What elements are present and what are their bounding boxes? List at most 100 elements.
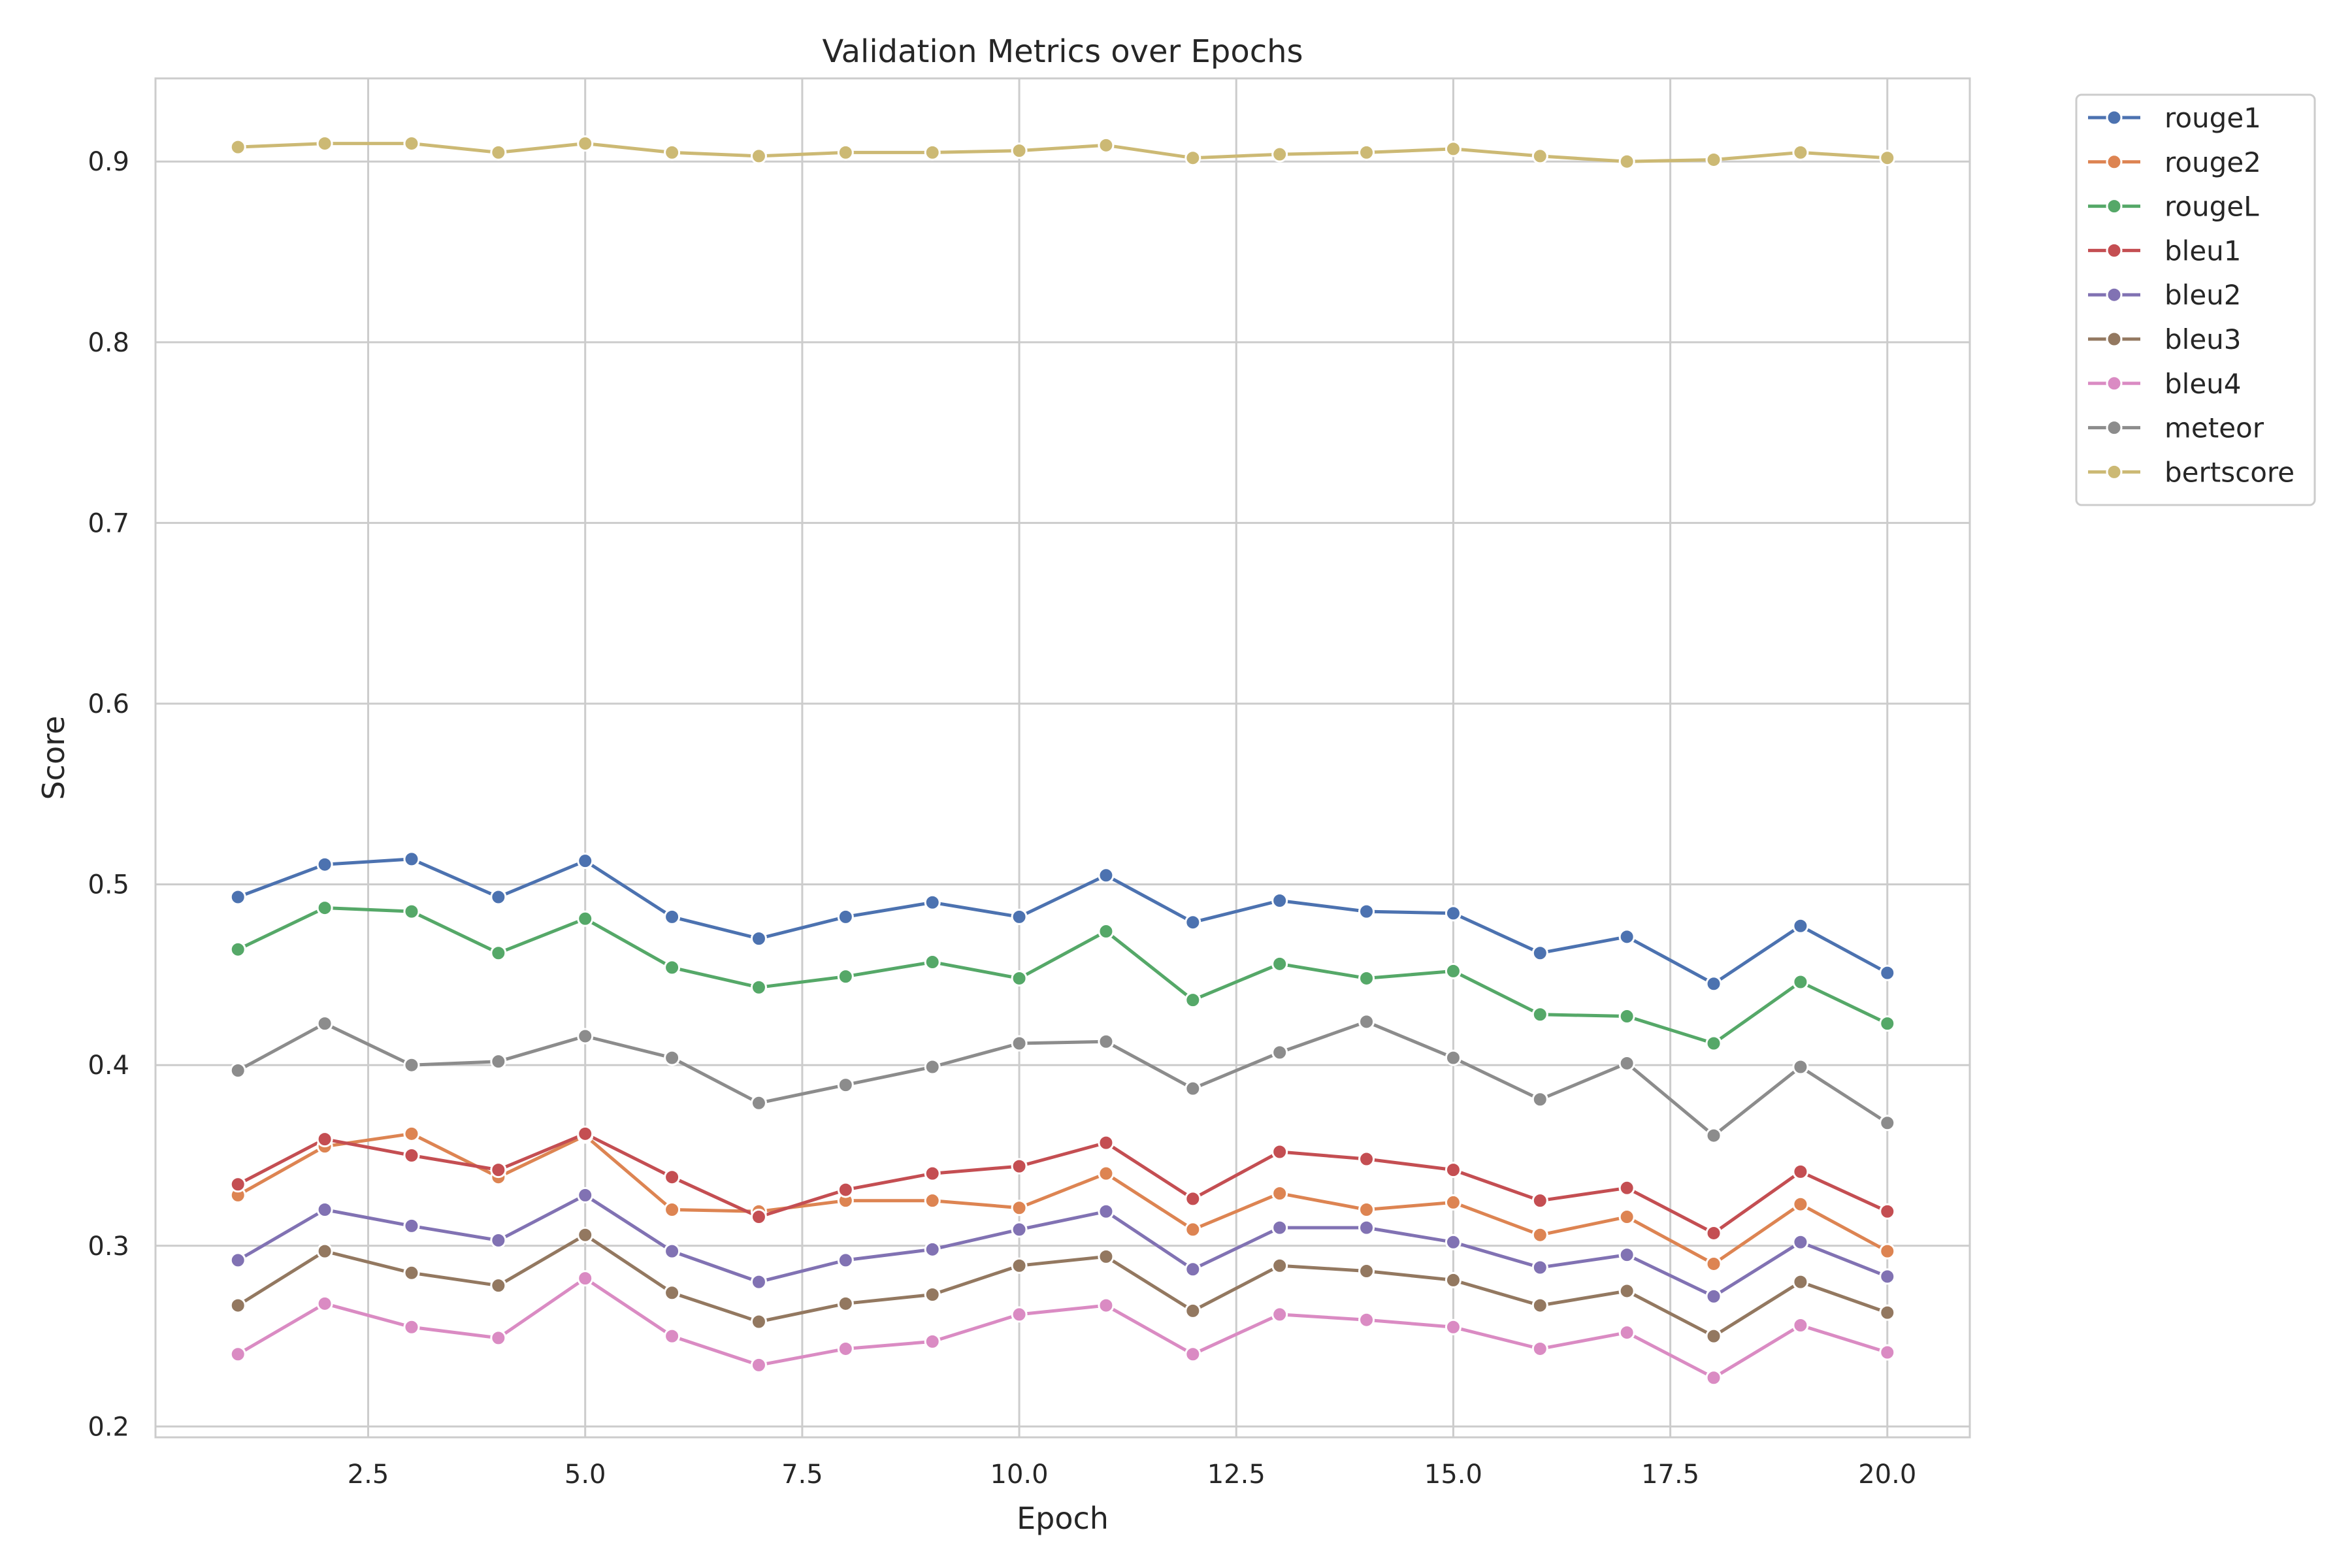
x-tick-label: 20.0 <box>1858 1460 1916 1490</box>
data-point-rougeL <box>924 954 941 971</box>
legend-label: bleu1 <box>2164 235 2242 267</box>
data-point-meteor <box>837 1077 854 1094</box>
data-point-rouge2 <box>1271 1185 1288 1202</box>
data-point-bleu2 <box>1271 1219 1288 1236</box>
data-point-rouge2 <box>1098 1165 1115 1182</box>
data-point-bleu4 <box>229 1346 246 1363</box>
data-point-bertscore <box>1271 146 1288 163</box>
data-point-rougeL <box>1184 992 1201 1009</box>
data-point-meteor <box>229 1062 246 1079</box>
data-point-bertscore <box>1098 137 1115 154</box>
data-point-bleu2 <box>750 1273 767 1290</box>
legend-item-bleu4: bleu4 <box>2088 368 2242 400</box>
legend-box <box>2075 93 2316 506</box>
data-point-bleu3 <box>1358 1263 1375 1280</box>
data-point-rouge1 <box>1792 917 1809 934</box>
data-point-bleu1 <box>1531 1192 1548 1209</box>
data-point-meteor <box>490 1053 507 1070</box>
data-point-bleu4 <box>1184 1346 1201 1363</box>
data-point-rouge1 <box>1011 908 1028 925</box>
data-point-bleu3 <box>837 1295 854 1312</box>
data-point-bertscore <box>1011 142 1028 159</box>
series-line-bleu2 <box>236 1193 1889 1298</box>
data-point-rouge2 <box>1011 1200 1028 1217</box>
data-point-meteor <box>1445 1049 1462 1066</box>
data-point-bleu3 <box>403 1264 420 1281</box>
data-point-bleu3 <box>1792 1273 1809 1290</box>
data-point-bleu2 <box>577 1186 594 1203</box>
data-point-meteor <box>316 1015 333 1032</box>
data-point-rougeL <box>1445 962 1462 979</box>
legend-label: rouge2 <box>2164 146 2261 178</box>
data-point-bleu2 <box>837 1252 854 1269</box>
legend-swatch-marker <box>2106 198 2123 215</box>
data-point-rouge1 <box>1879 964 1896 981</box>
data-point-bleu4 <box>1011 1306 1028 1323</box>
data-point-bleu3 <box>1098 1248 1115 1265</box>
legend-label: bertscore <box>2164 456 2295 488</box>
data-point-bleu1 <box>490 1162 507 1179</box>
data-point-bleu2 <box>1531 1259 1548 1276</box>
data-point-rougeL <box>1271 955 1288 972</box>
data-point-rougeL <box>1098 923 1115 940</box>
data-point-rouge1 <box>837 908 854 925</box>
data-point-bertscore <box>1358 144 1375 161</box>
data-point-bleu1 <box>924 1165 941 1182</box>
data-point-bleu1 <box>403 1147 420 1164</box>
data-point-bertscore <box>229 139 246 155</box>
data-point-bleu3 <box>1445 1271 1462 1288</box>
data-point-bleu4 <box>664 1328 681 1345</box>
data-point-bleu2 <box>1879 1268 1896 1285</box>
legend-label: meteor <box>2164 412 2264 444</box>
data-point-bertscore <box>1879 150 1896 167</box>
data-point-bleu3 <box>664 1284 681 1301</box>
data-point-rouge2 <box>664 1201 681 1218</box>
data-point-bleu2 <box>1011 1221 1028 1238</box>
data-point-bleu2 <box>1184 1261 1201 1278</box>
x-tick-label: 15.0 <box>1424 1460 1482 1490</box>
data-point-rouge2 <box>1184 1221 1201 1238</box>
data-point-rougeL <box>1618 1008 1635 1025</box>
data-point-rouge2 <box>1879 1243 1896 1260</box>
data-point-bleu1 <box>664 1169 681 1186</box>
x-tick-label: 5.0 <box>564 1460 606 1490</box>
data-point-rouge1 <box>316 856 333 873</box>
data-point-bertscore <box>1531 148 1548 165</box>
data-point-bleu4 <box>1531 1340 1548 1357</box>
data-point-rougeL <box>837 968 854 985</box>
legend-swatch-marker <box>2106 242 2123 259</box>
data-point-bleu2 <box>1618 1247 1635 1264</box>
data-point-rougeL <box>664 959 681 976</box>
data-point-rouge1 <box>1705 975 1722 992</box>
data-point-bleu3 <box>577 1226 594 1243</box>
data-point-bertscore <box>837 144 854 161</box>
data-point-bertscore <box>1618 153 1635 170</box>
data-point-bleu4 <box>1879 1344 1896 1361</box>
data-point-bleu1 <box>1098 1134 1115 1151</box>
plot-frame <box>154 77 1971 1439</box>
data-point-meteor <box>1618 1054 1635 1071</box>
data-point-meteor <box>1098 1033 1115 1050</box>
y-axis-label: Score <box>36 716 71 800</box>
data-point-bleu4 <box>1098 1297 1115 1314</box>
data-point-rougeL <box>229 941 246 958</box>
data-point-rouge1 <box>1098 867 1115 884</box>
data-point-bleu1 <box>1792 1163 1809 1180</box>
data-point-meteor <box>1358 1013 1375 1030</box>
data-point-bleu4 <box>490 1330 507 1347</box>
data-point-rouge2 <box>1792 1196 1809 1213</box>
data-point-rouge1 <box>1184 914 1201 931</box>
data-point-bleu4 <box>1358 1311 1375 1328</box>
data-point-rougeL <box>577 910 594 927</box>
data-point-bleu4 <box>750 1356 767 1373</box>
data-point-rougeL <box>1011 970 1028 987</box>
legend-swatch-marker <box>2106 419 2123 436</box>
data-point-bertscore <box>316 135 333 152</box>
legend-swatch-marker <box>2106 331 2123 348</box>
y-tick-label: 0.4 <box>88 1051 129 1081</box>
data-point-rougeL <box>403 903 420 920</box>
x-axis-ticks: 2.5 5.0 7.5 10.0 12.5 15.0 17.5 20.0 <box>348 1460 1917 1490</box>
data-point-bleu2 <box>229 1252 246 1269</box>
